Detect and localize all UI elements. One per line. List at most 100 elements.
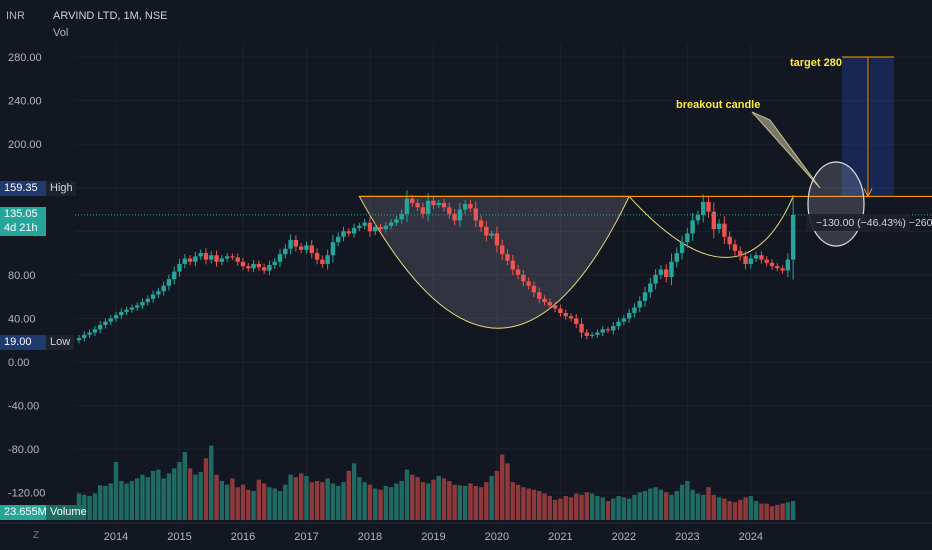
volume-indicator-label[interactable]: Vol — [53, 27, 69, 39]
y-tick-label: -120.00 — [8, 488, 45, 500]
candle-body — [600, 329, 605, 333]
volume-bar — [161, 478, 166, 520]
candle-body — [367, 222, 373, 232]
candle-body — [394, 219, 399, 223]
candle-body — [304, 245, 309, 250]
y-tick-label: 200.00 — [8, 139, 42, 151]
volume-bar — [124, 483, 129, 520]
volume-bar — [314, 480, 320, 520]
volume-bar — [172, 468, 177, 520]
volume-bar — [129, 480, 135, 520]
volume-bar — [690, 489, 695, 520]
volume-bar — [277, 491, 283, 520]
volume-bar — [510, 482, 515, 520]
candle-body — [309, 245, 314, 254]
volume-bar — [674, 491, 679, 520]
candle-body — [785, 259, 791, 271]
candle-body — [494, 233, 500, 246]
candle-body — [780, 268, 785, 271]
volume-bar — [441, 478, 447, 520]
volume-bar — [568, 497, 574, 520]
volume-bar — [632, 494, 637, 520]
volume-bar — [785, 502, 791, 520]
volume-bar — [436, 475, 441, 520]
volume-bar — [404, 469, 410, 520]
candle-body — [563, 312, 568, 317]
candle-body — [108, 318, 113, 322]
candle-body — [716, 223, 722, 230]
time-axis: 2014 2015 2016 2017 2018 2019 2020 2021 2022 2023… — [0, 522, 932, 543]
candle-body — [76, 338, 82, 341]
candle-body — [706, 201, 711, 212]
candle-body — [224, 256, 230, 259]
candle-body — [267, 265, 272, 271]
candle-body — [743, 256, 748, 264]
candle-body — [373, 226, 378, 232]
price-axis: 280.00240.00200.00160.00120.0080.0040.00… — [8, 52, 45, 500]
volume-bar — [764, 503, 769, 520]
candle-body — [362, 222, 367, 226]
high-text-label: High — [46, 181, 76, 196]
target-label: target 280 — [790, 57, 842, 69]
volume-bar — [753, 501, 759, 520]
volume-bar — [732, 502, 738, 520]
candle-body — [510, 260, 515, 270]
volume-bar — [701, 494, 706, 520]
volume-bar — [309, 482, 314, 520]
candle-body — [272, 261, 277, 266]
candle-body — [574, 318, 579, 324]
candle-body — [119, 311, 124, 316]
candle-body — [351, 228, 357, 234]
candle-body — [484, 226, 489, 236]
volume-bar — [769, 506, 775, 520]
candle-body — [621, 318, 627, 322]
volume-text-label: Volume — [46, 505, 87, 520]
candle-body — [462, 204, 468, 210]
candle-body — [203, 253, 209, 260]
volume-bar — [336, 485, 341, 520]
candle-body — [690, 220, 695, 234]
x-tick-label: 2018 — [358, 531, 382, 543]
volume-bar — [166, 473, 172, 520]
candle-body — [145, 298, 150, 303]
volume-bar — [108, 483, 113, 520]
candle-body — [277, 254, 283, 262]
volume-bar — [605, 501, 611, 520]
volume-bar — [325, 478, 330, 520]
candle-body — [589, 334, 595, 336]
candle-body — [293, 240, 299, 247]
y-tick-label: 80.00 — [8, 270, 36, 282]
candle-body — [288, 240, 293, 249]
candle-body — [129, 307, 135, 310]
candle-body — [150, 294, 156, 299]
volume-bar — [425, 483, 431, 520]
volume-bar — [388, 487, 394, 520]
candle-body — [605, 329, 611, 331]
volume-bar — [367, 484, 373, 520]
volume-bar — [743, 497, 748, 520]
candle-body — [478, 220, 484, 227]
candle-body — [663, 269, 669, 278]
last-price-label: 135.05 — [0, 207, 46, 222]
volume-bar — [521, 487, 526, 520]
volume-bar — [235, 487, 240, 520]
handle-shape — [628, 196, 794, 258]
symbol-title[interactable]: ARVIND LTD, 1M, NSE — [53, 10, 168, 22]
candle-body — [298, 246, 304, 250]
candle-body — [92, 329, 98, 333]
volume-bar — [219, 480, 225, 520]
candle-body — [764, 259, 769, 263]
volume-bar — [399, 480, 404, 520]
candle-body — [616, 321, 621, 327]
volume-bar — [267, 487, 272, 520]
candle-body — [113, 315, 119, 319]
x-tick-label: 2020 — [485, 531, 509, 543]
x-tick-label: 2019 — [421, 531, 445, 543]
timezone-icon[interactable]: Z — [33, 530, 40, 541]
breakout-label: breakout candle — [676, 99, 760, 111]
candle-body — [198, 253, 203, 257]
candle-body — [685, 233, 690, 243]
candle-body — [325, 255, 330, 264]
volume-bar — [410, 474, 415, 520]
